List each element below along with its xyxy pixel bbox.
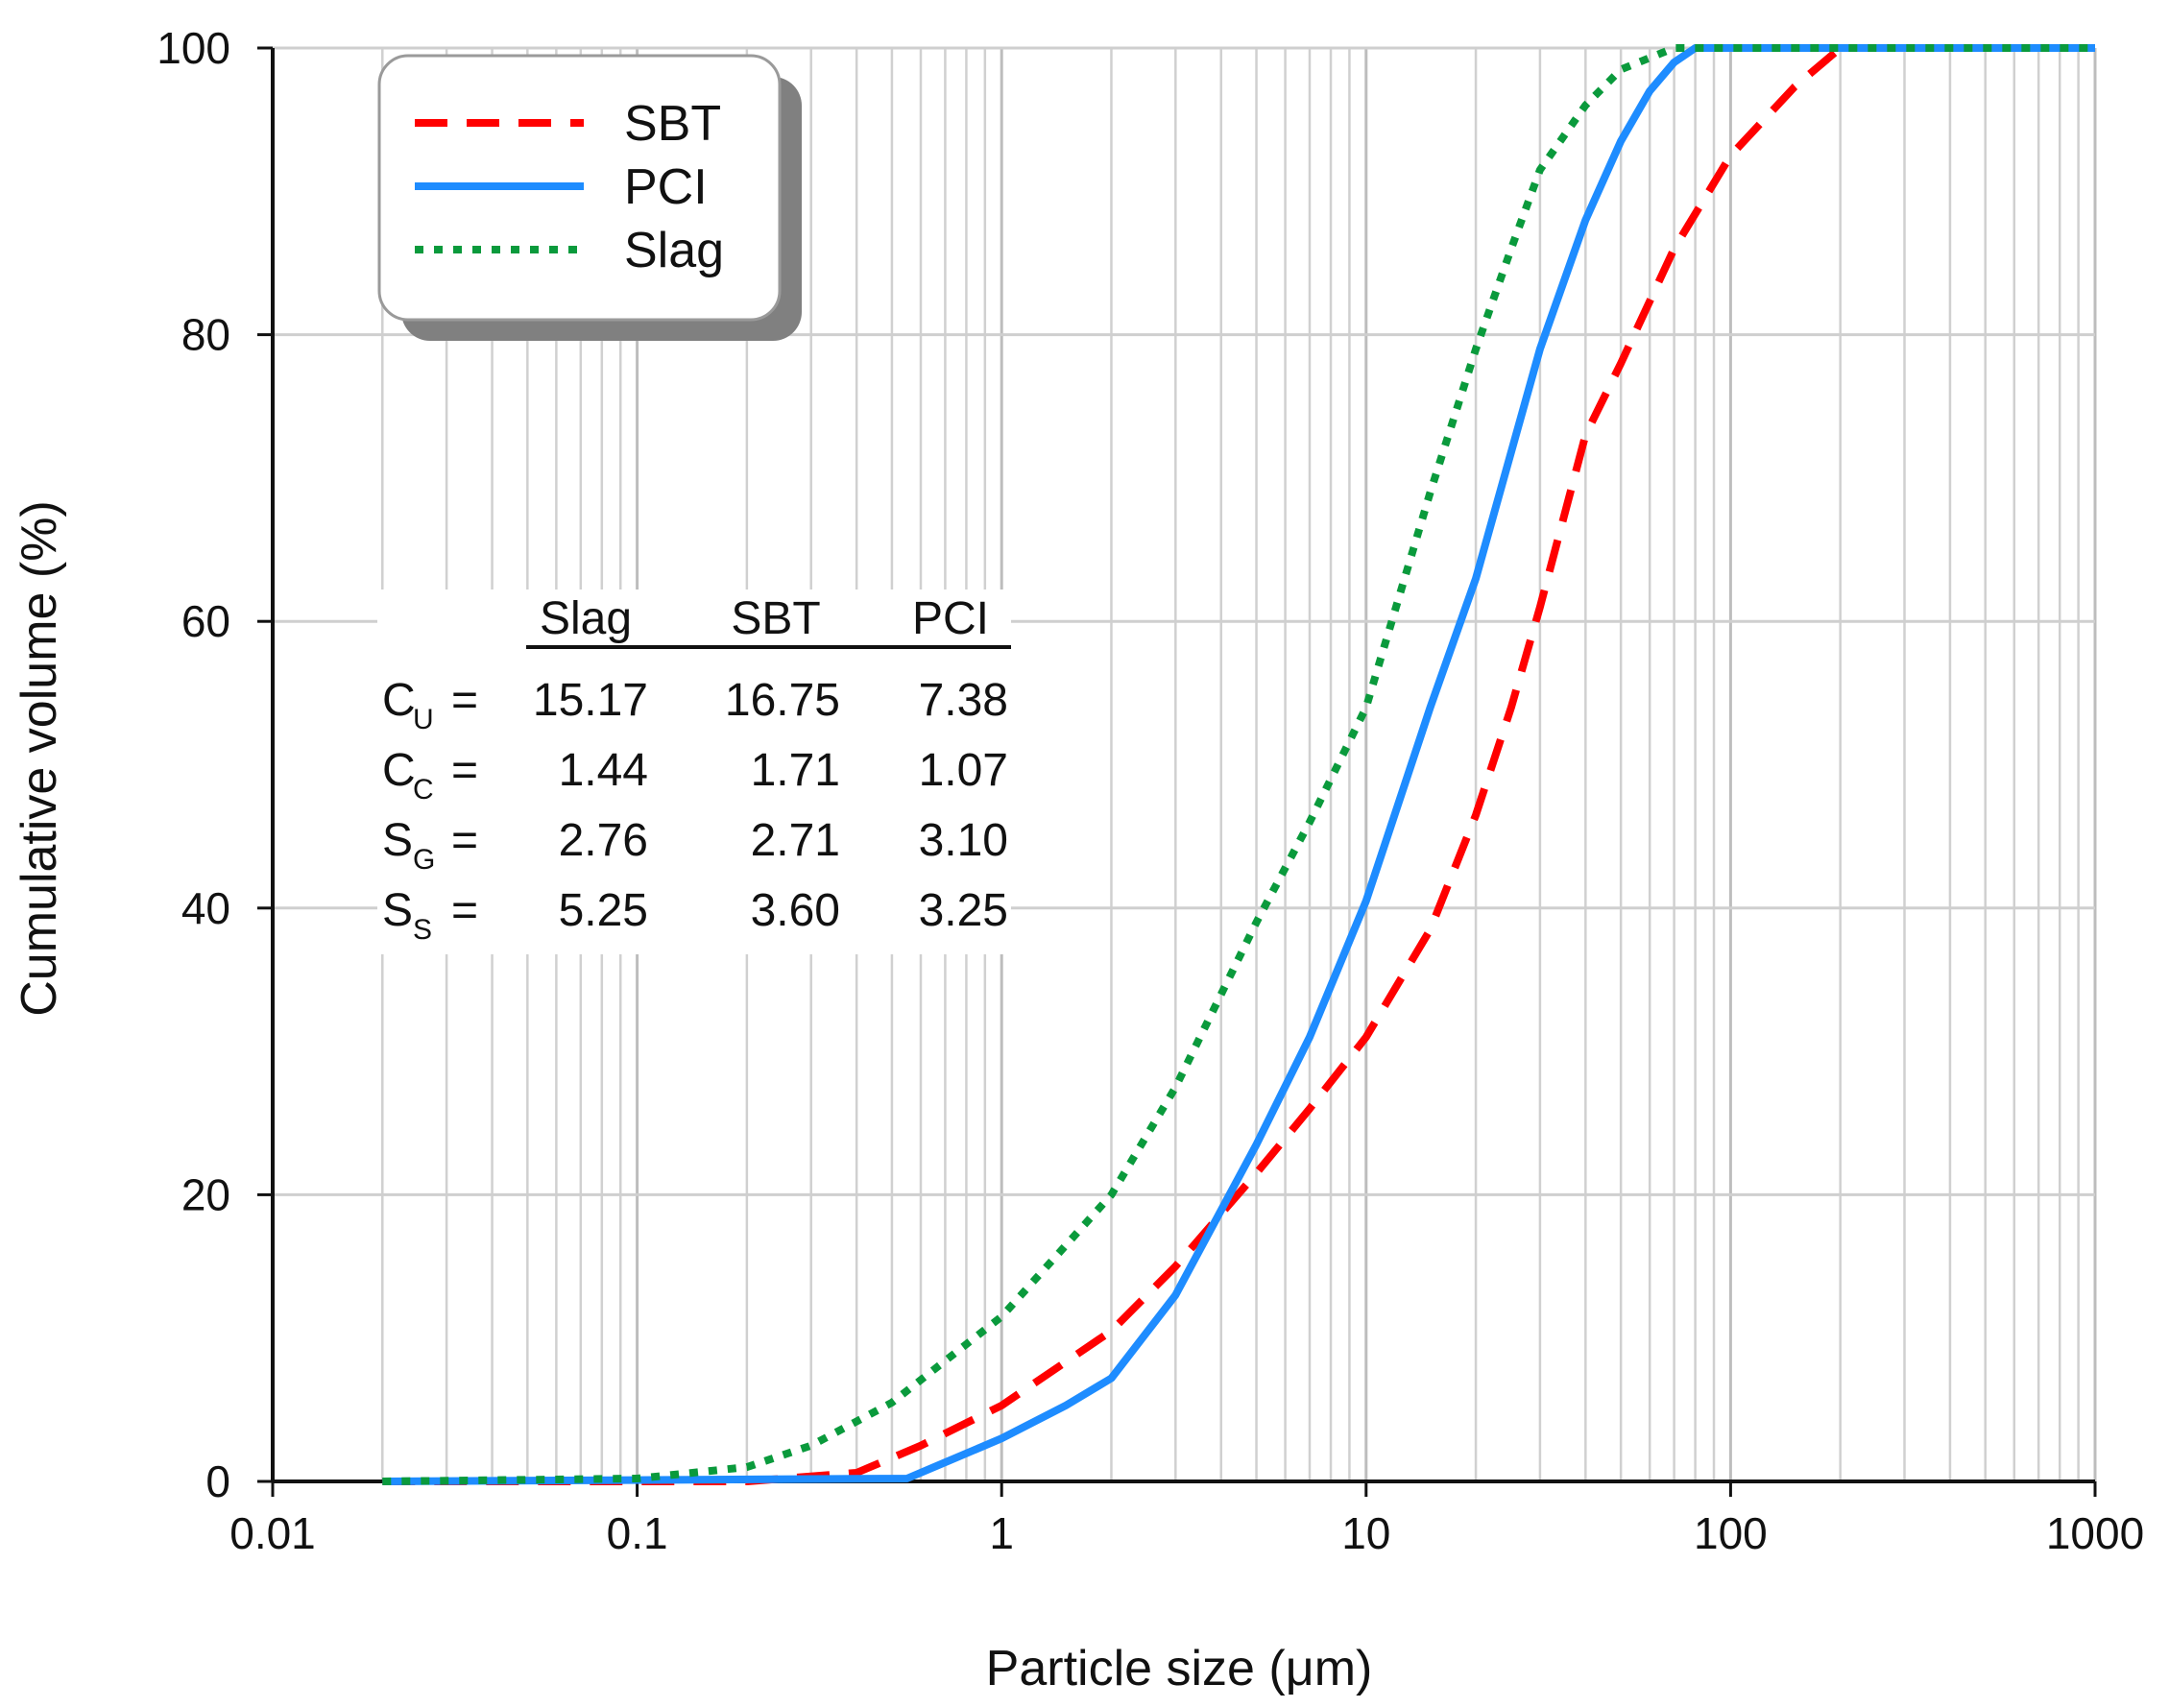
stats-equals: = bbox=[451, 675, 478, 726]
x-tick-label: 0.1 bbox=[607, 1508, 668, 1558]
stats-value: 3.60 bbox=[751, 885, 840, 936]
y-tick-label: 0 bbox=[205, 1456, 230, 1506]
stats-value: 5.25 bbox=[559, 885, 648, 936]
stats-value: 1.44 bbox=[559, 745, 648, 796]
stats-equals: = bbox=[451, 885, 478, 936]
stats-value: 2.76 bbox=[559, 815, 648, 866]
x-tick-label: 100 bbox=[1694, 1508, 1768, 1558]
x-axis-title: Particle size (μm) bbox=[986, 1641, 1373, 1696]
series-slag-line bbox=[382, 44, 2095, 1485]
x-tick-label: 1000 bbox=[2046, 1508, 2144, 1558]
y-axis-title: Cumulative volume (%) bbox=[12, 500, 67, 1017]
stats-subscript: G bbox=[413, 844, 435, 876]
stats-value: 3.25 bbox=[919, 885, 1008, 936]
stats-symbol: S bbox=[382, 815, 413, 866]
stats-symbol: C bbox=[382, 745, 416, 796]
stats-value: 16.75 bbox=[725, 675, 840, 726]
series-sbt-line bbox=[382, 44, 2095, 1485]
y-tick-label: 100 bbox=[157, 23, 230, 73]
y-tick-label: 80 bbox=[181, 310, 230, 360]
stats-value: 2.71 bbox=[751, 815, 840, 866]
series-group bbox=[382, 44, 2095, 1485]
stats-symbol: C bbox=[382, 675, 416, 726]
stats-value: 15.17 bbox=[533, 675, 648, 726]
x-tick-label: 0.01 bbox=[229, 1508, 316, 1558]
y-tick-label: 40 bbox=[181, 883, 230, 933]
stats-equals: = bbox=[451, 815, 478, 866]
stats-symbol: S bbox=[382, 885, 413, 936]
stats-header: SBT bbox=[731, 593, 820, 644]
legend-label-pci: PCI bbox=[624, 159, 708, 215]
stats-subscript: C bbox=[413, 774, 434, 806]
legend-label-sbt: SBT bbox=[624, 96, 721, 152]
y-tick-label: 60 bbox=[181, 596, 230, 646]
stats-header: PCI bbox=[912, 593, 989, 644]
x-tick-label: 1 bbox=[989, 1508, 1014, 1558]
stats-value: 7.38 bbox=[919, 675, 1008, 726]
series-pci-line bbox=[382, 44, 2095, 1485]
stats-header: Slag bbox=[540, 593, 632, 644]
stats-subscript: S bbox=[413, 914, 432, 946]
tick-labels: 0.01 0.1 1 10 100 1000 0 20 40 60 80 100 bbox=[157, 23, 2144, 1558]
stats-value: 1.71 bbox=[751, 745, 840, 796]
x-tick-label: 10 bbox=[1341, 1508, 1390, 1558]
y-tick-label: 20 bbox=[181, 1169, 230, 1219]
legend: SBT PCI Slag bbox=[377, 54, 802, 341]
stats-equals: = bbox=[451, 745, 478, 796]
stats-table-background bbox=[377, 589, 1011, 954]
stats-subscript: U bbox=[413, 704, 434, 735]
legend-label-slag: Slag bbox=[624, 223, 724, 278]
stats-value: 3.10 bbox=[919, 815, 1008, 866]
stats-value: 1.07 bbox=[919, 745, 1008, 796]
